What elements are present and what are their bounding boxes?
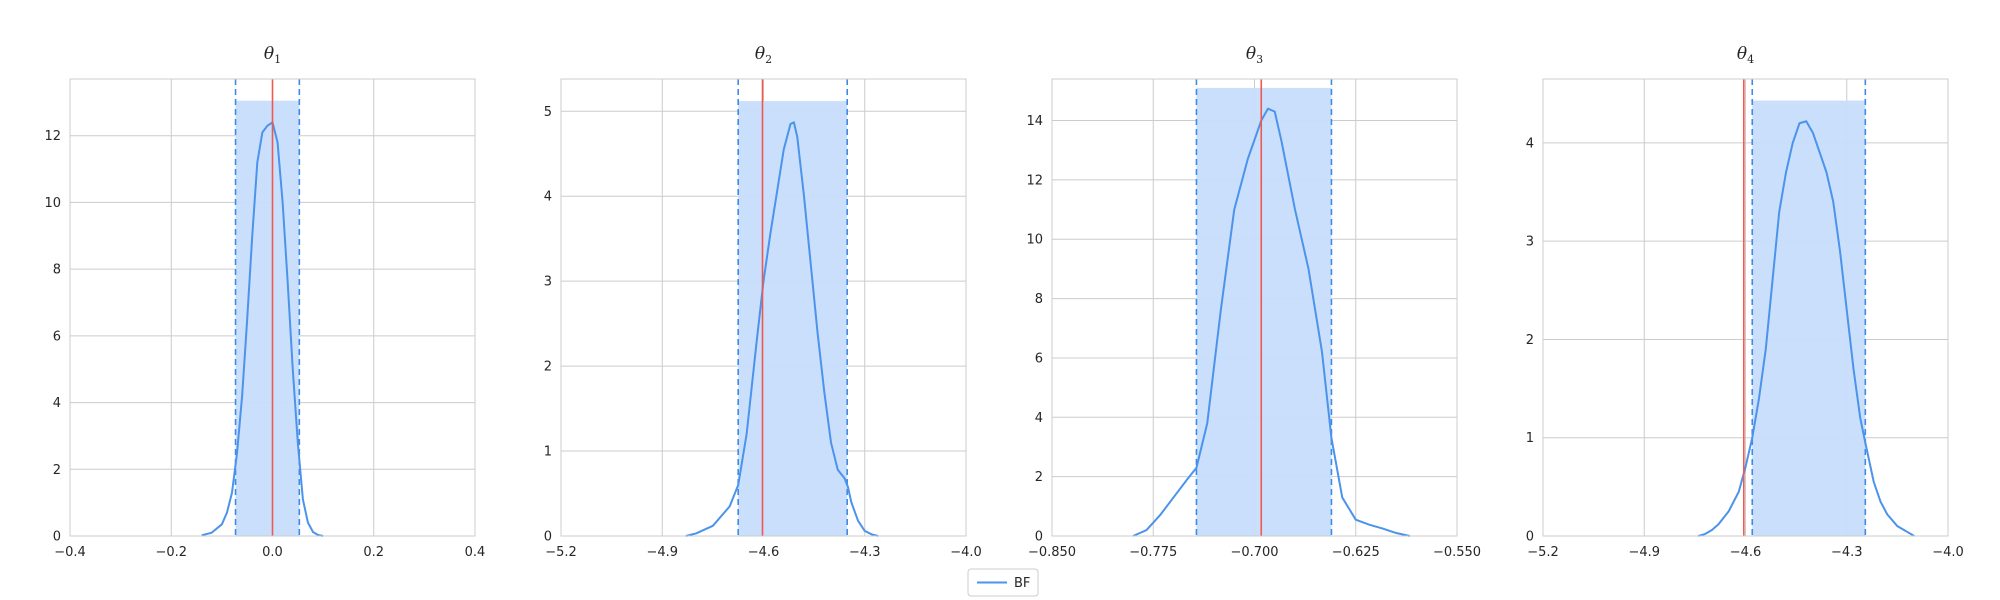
y-tick-label: 10 xyxy=(1026,233,1043,248)
credible-interval-band xyxy=(738,101,848,536)
density-curve-bf xyxy=(201,121,324,537)
y-tick-label: 6 xyxy=(53,329,61,344)
y-tick-label: 14 xyxy=(1026,114,1043,129)
y-tick-label: 2 xyxy=(53,463,61,478)
y-tick-label: 12 xyxy=(44,129,61,144)
panel-title-subscript: 1 xyxy=(274,53,281,66)
panel-title: θ4 xyxy=(1737,44,1754,66)
legend-label-bf: BF xyxy=(1014,576,1030,591)
panel-title-symbol: θ xyxy=(264,44,274,64)
y-tick-label: 1 xyxy=(1526,431,1534,446)
x-tick-label: −5.2 xyxy=(1527,545,1559,560)
y-tick-label: 3 xyxy=(544,275,552,290)
x-tick-label: −0.775 xyxy=(1129,545,1177,560)
x-tick-label: −4.0 xyxy=(950,545,982,560)
panel-title: θ3 xyxy=(1246,44,1263,66)
x-tick-label: −0.4 xyxy=(54,545,86,560)
x-tick-label: −0.625 xyxy=(1332,545,1380,560)
y-tick-label: 8 xyxy=(53,263,61,278)
credible-interval-band xyxy=(1752,100,1866,536)
panel-title-symbol: θ xyxy=(1737,44,1747,64)
y-tick-label: 1 xyxy=(544,445,552,460)
panel-1: −0.4 −0.2 0.0 0.2 0.4 0 2 4 6 8 10 12 θ1 xyxy=(44,44,485,560)
x-tick-label: −4.6 xyxy=(748,545,780,560)
x-tick-label: −4.0 xyxy=(1932,545,1964,560)
y-tick-label: 4 xyxy=(1035,411,1043,426)
y-tick-label: 4 xyxy=(53,396,61,411)
x-tick-label: 0.0 xyxy=(262,545,283,560)
y-tick-label: 6 xyxy=(1035,351,1043,366)
x-tick-label: −0.850 xyxy=(1028,545,1076,560)
axes-frame xyxy=(1542,78,1949,537)
x-tick-label: −4.9 xyxy=(1628,545,1660,560)
density-curve-bf xyxy=(685,121,879,537)
legend: BF xyxy=(967,568,1039,597)
x-tick-label: −4.6 xyxy=(1730,545,1762,560)
panel-title-subscript: 4 xyxy=(1747,53,1754,66)
y-tick-label: 2 xyxy=(1526,333,1534,348)
y-tick-label: 0 xyxy=(544,530,552,545)
x-tick-label: −4.9 xyxy=(646,545,678,560)
y-tick-label: 3 xyxy=(1526,235,1534,250)
y-tick-label: 8 xyxy=(1035,292,1043,307)
panel-title-subscript: 2 xyxy=(765,53,772,66)
y-tick-label: 5 xyxy=(544,105,552,120)
y-tick-label: 0 xyxy=(1526,530,1534,545)
y-tick-label: 2 xyxy=(1035,470,1043,485)
credible-interval-band xyxy=(235,100,300,536)
x-tick-label: −0.700 xyxy=(1230,545,1278,560)
y-tick-label: 4 xyxy=(1526,136,1534,151)
panel-3: −0.850 −0.775 −0.700 −0.625 −0.550 0 2 4 6 8 10 12 1… xyxy=(1026,44,1481,560)
density-curve-bf xyxy=(1697,120,1915,537)
y-tick-label: 0 xyxy=(53,530,61,545)
x-tick-label: −4.3 xyxy=(1831,545,1863,560)
panel-title-subscript: 3 xyxy=(1256,53,1263,66)
credible-interval-band xyxy=(1196,87,1332,537)
panel-title-symbol: θ xyxy=(755,44,765,64)
axes-frame xyxy=(1051,78,1458,537)
axes-frame xyxy=(560,78,967,537)
y-tick-label: 12 xyxy=(1026,173,1043,188)
y-tick-label: 0 xyxy=(1035,530,1043,545)
panel-title: θ1 xyxy=(264,44,281,66)
x-tick-label: −4.3 xyxy=(849,545,881,560)
x-tick-label: 0.2 xyxy=(363,545,384,560)
axes-frame xyxy=(69,78,476,537)
y-tick-label: 10 xyxy=(44,196,61,211)
y-tick-label: 2 xyxy=(544,360,552,375)
x-tick-label: −5.2 xyxy=(545,545,577,560)
x-tick-label: 0.4 xyxy=(465,545,486,560)
density-curve-bf xyxy=(1132,107,1410,537)
panel-title-symbol: θ xyxy=(1246,44,1256,64)
y-tick-label: 4 xyxy=(544,190,552,205)
panel-title: θ2 xyxy=(755,44,772,66)
x-tick-label: −0.550 xyxy=(1433,545,1481,560)
x-tick-label: −0.2 xyxy=(155,545,187,560)
